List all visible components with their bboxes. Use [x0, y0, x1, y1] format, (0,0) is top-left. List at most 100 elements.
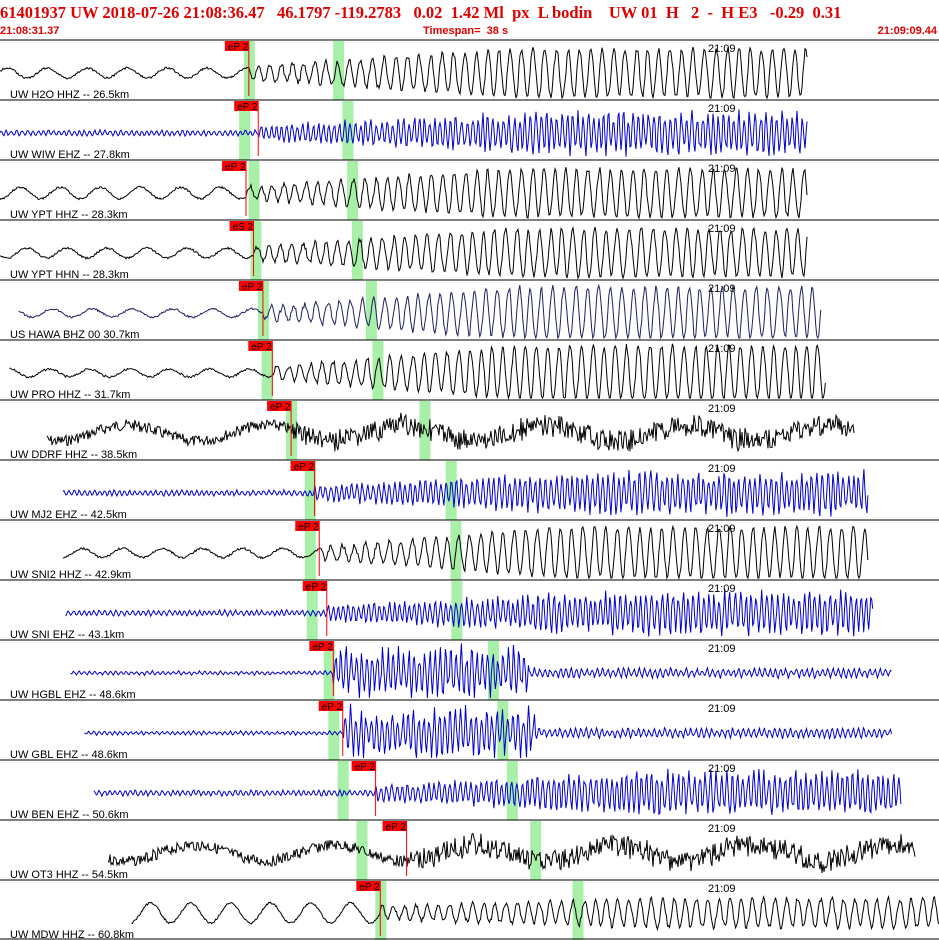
station-channel-label: UW HGBL EHZ -- 48.6km: [10, 689, 136, 701]
phase-pick-flag[interactable]: [351, 761, 376, 771]
phase-pick-flag[interactable]: [238, 281, 263, 291]
predicted-s-band: [342, 101, 354, 160]
predicted-s-band: [419, 401, 431, 460]
phase-pick-flag[interactable]: [229, 221, 254, 231]
trace-panel[interactable]: eP 2 21:09 UW MJ2 EHZ -- 42.5km: [0, 459, 939, 521]
predicted-s-band: [445, 461, 457, 520]
station-channel-label: UW SNI2 HHZ -- 42.9km: [10, 569, 131, 581]
phase-pick-label: eP 2: [322, 702, 343, 713]
phase-pick-label: eP 2: [225, 162, 246, 173]
predicted-p-band: [356, 821, 368, 880]
trace-panel[interactable]: eP 2 21:09 UW MDW HHZ -- 60.8km: [0, 879, 939, 940]
waveform-trace: [93, 768, 902, 816]
predicted-s-band: [497, 701, 509, 760]
predicted-p-band: [323, 641, 335, 700]
waveform-trace: [131, 894, 939, 932]
station-channel-label: US HAWA BHZ 00 30.7km: [10, 329, 139, 341]
phase-pick-flag[interactable]: [356, 881, 381, 891]
trace-panel[interactable]: eP 2 21:09 UW DDRF HHZ -- 38.5km: [0, 399, 939, 461]
predicted-p-band: [304, 521, 316, 580]
station-channel-label: UW OT3 HHZ -- 54.5km: [10, 869, 128, 881]
station-channel-label: UW GBL EHZ -- 48.6km: [10, 749, 128, 761]
predicted-s-band: [506, 761, 518, 820]
minute-tick-label: 21:09: [708, 523, 736, 535]
trace-panel[interactable]: eP 2 21:09 UW OT3 HHZ -- 54.5km: [0, 819, 939, 881]
trace-panel[interactable]: eP 2 21:09 UW SNI EHZ -- 43.1km: [0, 579, 939, 641]
trace-panel[interactable]: eP 2 21:09 UW YPT HHZ -- 28.3km: [0, 159, 939, 221]
event-header: 61401937 UW 2018-07-26 21:08:36.47 46.17…: [0, 0, 939, 40]
predicted-s-band: [572, 881, 584, 940]
waveform-trace: [0, 109, 808, 157]
phase-pick-label: eS 2: [233, 222, 254, 233]
minute-tick-label: 21:09: [708, 163, 736, 175]
phase-pick-flag[interactable]: [382, 821, 407, 831]
waveform-trace: [65, 589, 874, 637]
waveform-trace: [46, 412, 855, 453]
waveform-trace: [84, 703, 892, 759]
minute-tick-label: 21:09: [708, 103, 736, 115]
phase-pick-label: eP 2: [294, 462, 315, 473]
phase-pick-flag[interactable]: [302, 581, 327, 591]
minute-tick-label: 21:09: [708, 223, 736, 235]
phase-pick-flag[interactable]: [290, 461, 315, 471]
phase-pick-label: eP 2: [355, 762, 376, 773]
trace-panel[interactable]: eP 2 21:09 UW SNI2 HHZ -- 42.9km: [0, 519, 939, 581]
minute-tick-label: 21:09: [708, 43, 736, 55]
waveform-trace: [107, 832, 916, 874]
trace-panel[interactable]: eP 2 21:09 UW PRO HHZ -- 31.7km: [0, 339, 939, 401]
window-end-time: 21:09:09.44: [877, 25, 937, 37]
window-start-time: 21:08:31.37: [0, 25, 60, 37]
phase-pick-label: eP 2: [359, 882, 380, 893]
phase-pick-flag[interactable]: [234, 101, 259, 111]
trace-panel[interactable]: eP 2 21:09 UW BEN EHZ -- 50.6km: [0, 759, 939, 821]
phase-pick-flag[interactable]: [248, 341, 273, 351]
predicted-s-band: [333, 41, 345, 100]
phase-pick-flag[interactable]: [267, 401, 292, 411]
station-channel-label: UW PRO HHZ -- 31.7km: [10, 389, 130, 401]
phase-pick-label: eP 2: [312, 642, 333, 653]
waveform-trace: [62, 468, 869, 518]
waveform-trace: [18, 283, 822, 340]
predicted-p-band: [250, 221, 262, 280]
event-summary-title: 61401937 UW 2018-07-26 21:08:36.47 46.17…: [0, 3, 842, 22]
station-channel-label: UW MJ2 EHZ -- 42.5km: [10, 509, 127, 521]
minute-tick-label: 21:09: [708, 823, 736, 835]
trace-panel[interactable]: eP 2 21:09 US HAWA BHZ 00 30.7km: [0, 279, 939, 341]
predicted-p-band: [337, 761, 349, 820]
phase-pick-flag[interactable]: [309, 641, 334, 651]
predicted-p-band: [248, 161, 260, 220]
timespan-label: Timespan= 38 s: [423, 25, 509, 37]
trace-panel[interactable]: eP 2 21:09 UW H2O HHZ -- 26.5km: [0, 39, 939, 101]
minute-tick-label: 21:09: [708, 463, 736, 475]
phase-pick-label: eP 2: [306, 582, 327, 593]
phase-pick-label: eP 2: [298, 522, 319, 533]
phase-pick-label: eP 2: [237, 102, 258, 113]
waveform-trace: [62, 524, 869, 580]
phase-pick-flag[interactable]: [295, 521, 320, 531]
minute-tick-label: 21:09: [708, 763, 736, 775]
station-channel-label: UW WIW EHZ -- 27.8km: [10, 149, 130, 161]
phase-pick-flag[interactable]: [222, 161, 247, 171]
phase-pick-flag[interactable]: [224, 41, 249, 51]
minute-tick-label: 21:09: [708, 283, 736, 295]
station-channel-label: UW YPT HHN -- 28.3km: [10, 269, 129, 281]
waveform-trace: [70, 643, 892, 699]
phase-pick-label: eP 2: [242, 282, 263, 293]
station-channel-label: UW BEN EHZ -- 50.6km: [10, 809, 129, 821]
trace-panel[interactable]: eP 2 21:09 UW GBL EHZ -- 48.6km: [0, 699, 939, 761]
station-channel-label: UW DDRF HHZ -- 38.5km: [10, 449, 137, 461]
trace-panel[interactable]: eP 2 21:09 UW WIW EHZ -- 27.8km: [0, 99, 939, 161]
phase-pick-label: eP 2: [251, 342, 272, 353]
minute-tick-label: 21:09: [708, 403, 736, 415]
phase-pick-flag[interactable]: [318, 701, 343, 711]
predicted-s-band: [487, 641, 499, 700]
predicted-p-band: [304, 461, 316, 520]
trace-panel[interactable]: eS 2 21:09 UW YPT HHN -- 28.3km: [0, 219, 939, 281]
predicted-s-band: [372, 341, 384, 400]
waveform-trace: [0, 166, 808, 220]
waveform-trace: [9, 343, 826, 400]
trace-panel[interactable]: eP 2 21:09 UW HGBL EHZ -- 48.6km: [0, 639, 939, 701]
predicted-p-band: [328, 701, 340, 760]
predicted-s-band: [530, 821, 542, 880]
